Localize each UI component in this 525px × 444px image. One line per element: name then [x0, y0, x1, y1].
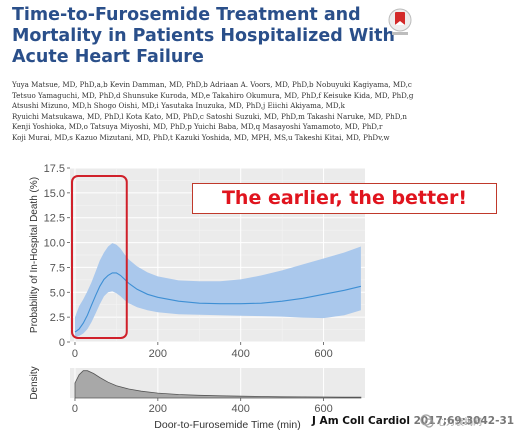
- density-x-tick-label: 200: [149, 403, 167, 415]
- journal-volume: 2017;69:3042-31: [413, 415, 515, 427]
- journal-name: J Am Coll Cardiol: [312, 415, 410, 427]
- article-title-line: Acute Heart Failure: [12, 47, 204, 67]
- watermark-text: 心力衰竭网: [437, 417, 483, 428]
- x-tick-label: 600: [314, 348, 332, 360]
- author-line: Kenji Yoshioka, MD,o Tatsuya Miyoshi, MD…: [12, 122, 383, 132]
- watermark: 心力衰竭网: [420, 410, 520, 432]
- density-x-tick-label: 400: [232, 403, 250, 415]
- journal-citation: J Am Coll Cardiol 2017;69:3042-31: [312, 415, 514, 427]
- early-treatment-highlight: [71, 175, 128, 339]
- x-tick-label: 400: [232, 348, 250, 360]
- density-x-tick-label: 0: [72, 403, 78, 415]
- y-tick-label: 10.0: [44, 238, 65, 250]
- y-tick-label: 17.5: [44, 163, 65, 175]
- density-y-axis-label: Density: [29, 366, 40, 399]
- callout-box: The earlier, the better!: [192, 183, 497, 214]
- wechat-icon: [420, 414, 434, 428]
- x-axis-label: Door-to-Furosemide Time (min): [154, 419, 300, 431]
- confidence-band: [75, 243, 361, 337]
- y-tick-label: 2.5: [50, 312, 65, 324]
- probability-line: [74, 272, 362, 333]
- y-axis-label: Probability of In-Hospital Death (%): [29, 177, 40, 333]
- crossmark-icon[interactable]: [386, 8, 414, 36]
- density-area: [74, 370, 362, 399]
- author-line: Ryuichi Matsukawa, MD, PhD,l Kota Kato, …: [12, 111, 407, 121]
- y-tick-label: 12.5: [44, 213, 65, 225]
- author-line: Atsushi Mizuno, MD,h Shogo Oishi, MD,i Y…: [12, 101, 345, 111]
- author-line: Tetsuo Yamaguchi, MD, PhD,d Shunsuke Kur…: [12, 90, 414, 100]
- article-title-line: Mortality in Patients Hospitalized With: [12, 26, 395, 46]
- x-tick-label: 0: [72, 348, 78, 360]
- y-tick-label: 7.5: [50, 262, 65, 274]
- article-title-line: Time-to-Furosemide Treatment and: [12, 5, 361, 25]
- x-tick-label: 200: [149, 348, 167, 360]
- author-list: Yuya Matsue, MD, PhD,a,b Kevin Damman, M…: [12, 80, 517, 144]
- density-x-tick-label: 600: [314, 403, 332, 415]
- author-line: Yuya Matsue, MD, PhD,a,b Kevin Damman, M…: [12, 80, 412, 89]
- y-tick-label: 0: [59, 337, 65, 349]
- article-title: Time-to-Furosemide Treatment and Mortali…: [12, 5, 395, 68]
- y-tick-label: 15.0: [44, 188, 65, 200]
- y-tick-label: 5.0: [50, 287, 65, 299]
- author-line: Koji Murai, MD,s Kazuo Mizutani, MD, PhD…: [12, 132, 390, 142]
